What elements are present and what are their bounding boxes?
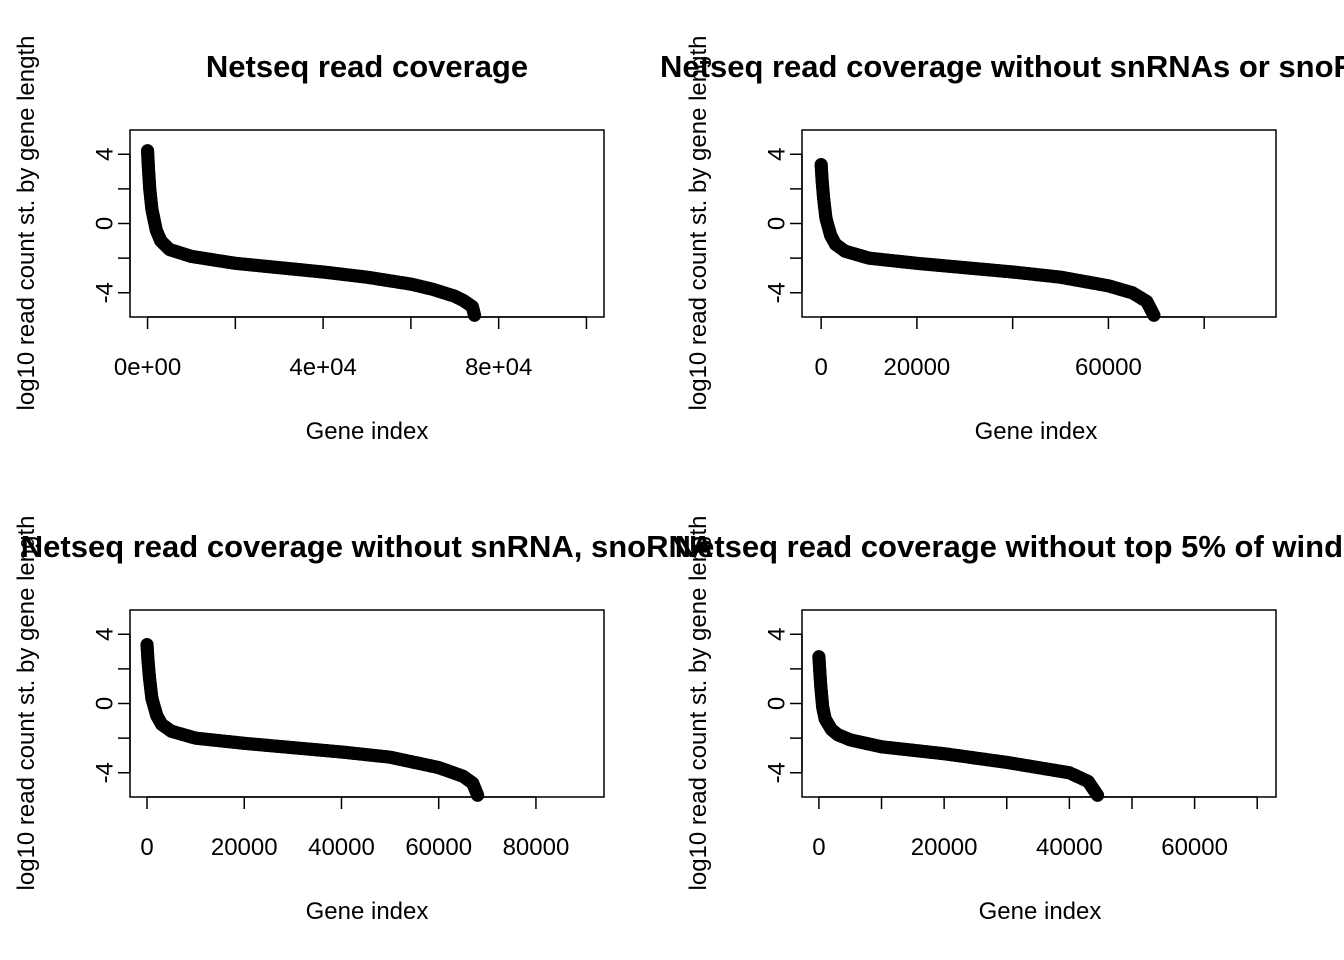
y-axis-label: log10 read count st. by gene length <box>13 36 40 411</box>
x-tick-label: 20000 <box>211 834 278 861</box>
x-tick-label: 60000 <box>1161 834 1228 861</box>
y-axis-label: log10 read count st. by gene length <box>685 516 712 891</box>
y-tick-label: 0 <box>91 697 118 710</box>
y-tick-label: -4 <box>763 762 790 783</box>
x-tick-label: 4e+04 <box>289 354 356 381</box>
y-tick-label: -4 <box>763 282 790 303</box>
y-axis-label: log10 read count st. by gene length <box>13 516 40 891</box>
x-axis-label: Gene index <box>306 898 429 925</box>
chart-title: Netseq read coverage <box>206 49 528 84</box>
data-series <box>140 638 485 802</box>
data-point <box>1090 788 1105 802</box>
x-tick-label: 0 <box>814 354 827 381</box>
data-point <box>471 788 485 802</box>
data-series <box>814 158 1161 322</box>
chart-panel-2: Netseq read coverage without snRNAs or s… <box>660 36 1344 445</box>
x-tick-label: 8e+04 <box>465 354 532 381</box>
y-tick-label: 4 <box>763 628 790 641</box>
x-tick-label: 20000 <box>884 354 951 381</box>
chart-title: Netseq read coverage without top 5% of w… <box>675 529 1344 564</box>
y-axis-label: log10 read count st. by gene length <box>685 36 712 411</box>
chart-panel-3: Netseq read coverage without snRNA, snoR… <box>13 516 713 925</box>
data-series <box>140 144 482 322</box>
y-tick-label: 0 <box>763 697 790 710</box>
y-tick-label: -4 <box>91 282 118 303</box>
data-point <box>1147 308 1161 322</box>
chart-title: Netseq read coverage without snRNA, snoR… <box>21 529 713 564</box>
x-tick-label: 60000 <box>405 834 472 861</box>
x-axis-label: Gene index <box>979 898 1102 925</box>
x-axis-label: Gene index <box>975 418 1098 445</box>
x-axis-label: Gene index <box>306 418 429 445</box>
y-tick-label: 4 <box>763 148 790 161</box>
chart-title: Netseq read coverage without snRNAs or s… <box>660 49 1344 84</box>
y-tick-label: 0 <box>763 217 790 230</box>
x-tick-label: 0 <box>140 834 153 861</box>
x-tick-label: 60000 <box>1075 354 1142 381</box>
chart-panel-1: Netseq read coverage 0e+00 4e+04 8e+04 -4 0 4 G… <box>13 36 605 445</box>
x-tick-label: 0e+00 <box>114 354 181 381</box>
data-series <box>812 650 1105 802</box>
x-tick-label: 40000 <box>308 834 375 861</box>
x-tick-label: 80000 <box>503 834 570 861</box>
y-tick-label: 0 <box>91 217 118 230</box>
x-tick-label: 40000 <box>1036 834 1103 861</box>
data-point <box>467 308 482 322</box>
x-tick-label: 20000 <box>911 834 978 861</box>
y-tick-label: 4 <box>91 628 118 641</box>
chart-panel-4: Netseq read coverage without top 5% of w… <box>675 516 1344 925</box>
y-tick-label: 4 <box>91 148 118 161</box>
y-tick-label: -4 <box>91 762 118 783</box>
x-tick-label: 0 <box>812 834 825 861</box>
